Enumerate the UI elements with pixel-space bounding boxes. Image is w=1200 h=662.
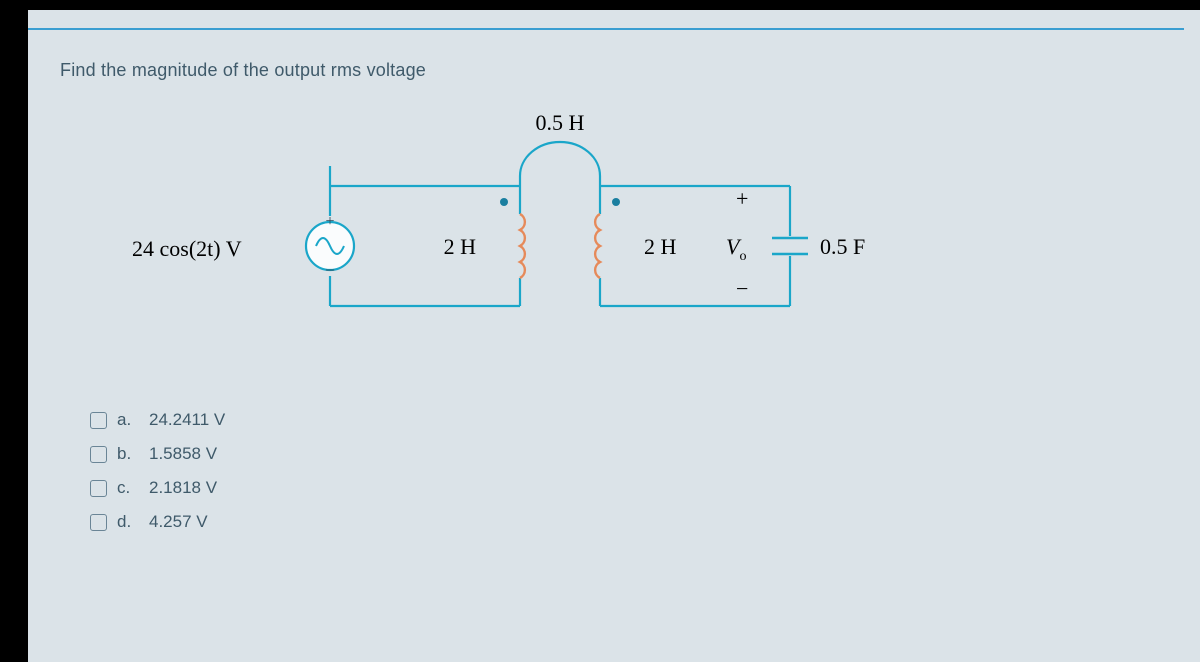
mutual-inductance-label: 0.5 H [536,110,585,135]
answer-options: a. 24.2411 V b. 1.5858 V c. 2.1818 V d. … [90,410,225,546]
svg-text:+: + [325,213,334,230]
option-text: 1.5858 V [149,444,217,464]
checkbox-icon[interactable] [90,514,107,531]
capacitor-icon [772,238,808,254]
circuit-diagram: + − + − 0.5 H 2 H 2 H 0.5 F [260,96,900,356]
option-text: 4.257 V [149,512,208,532]
option-letter: b. [117,444,139,464]
checkbox-icon[interactable] [90,412,107,429]
inductor-right-icon [595,214,600,278]
checkbox-icon[interactable] [90,446,107,463]
inductor-dot-icon [500,198,508,206]
inductor-dot-icon [612,198,620,206]
checkbox-icon[interactable] [90,480,107,497]
top-divider [28,28,1184,30]
option-text: 2.1818 V [149,478,217,498]
inductor-right-label: 2 H [644,234,677,259]
ac-source-icon: + − [306,213,354,280]
option-b[interactable]: b. 1.5858 V [90,444,225,464]
mutual-coupling-icon [520,142,600,176]
inductor-left-icon [520,214,525,278]
option-letter: c. [117,478,139,498]
option-a[interactable]: a. 24.2411 V [90,410,225,430]
option-d[interactable]: d. 4.257 V [90,512,225,532]
option-letter: a. [117,410,139,430]
vo-plus-label: + [736,186,748,211]
capacitor-label: 0.5 F [820,234,865,259]
svg-text:−: − [325,260,335,280]
option-text: 24.2411 V [149,410,225,430]
question-prompt: Find the magnitude of the output rms vol… [60,60,426,81]
source-label: 24 cos(2t) V [132,236,242,262]
option-c[interactable]: c. 2.1818 V [90,478,225,498]
vo-label: Vo [726,234,746,264]
option-letter: d. [117,512,139,532]
vo-minus-label: − [736,276,748,301]
inductor-left-label: 2 H [444,234,477,259]
